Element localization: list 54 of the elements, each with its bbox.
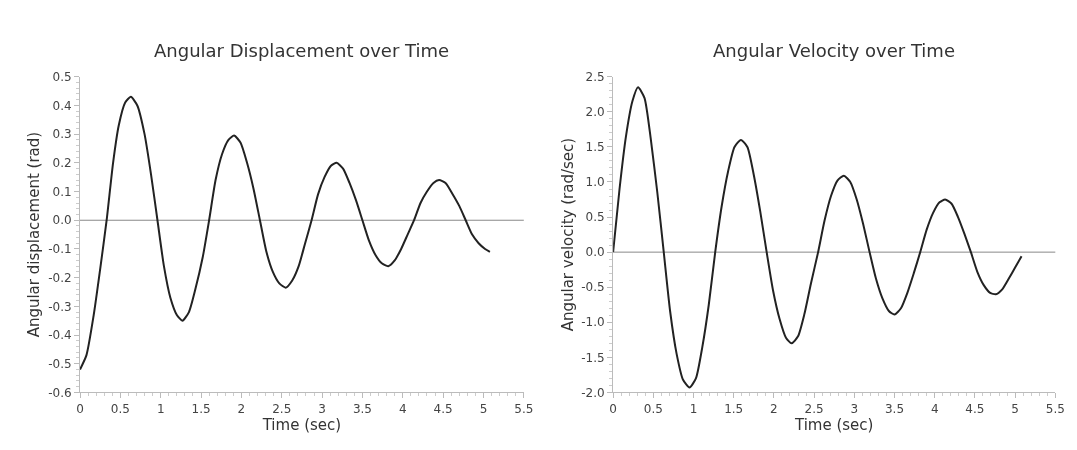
x-tick-label: 4 [930,401,939,416]
y-tick-label: 0.4 [52,98,72,113]
x-tick-label: 2 [770,401,778,416]
y-tick-label: 0.0 [585,245,605,260]
x-tick-label: 4 [398,401,407,416]
y-tick-label: 0.5 [585,210,605,225]
x-tick-label: 5 [1011,401,1019,416]
y-tick-label: -0.3 [48,299,72,314]
x-tick-label: 2.5 [272,401,292,416]
line-series [613,86,1023,389]
y-tick-label: 0.1 [52,184,72,199]
y-tick-label: 1.0 [585,175,605,190]
y-tick-label: 2.0 [585,105,605,120]
x-tick-label: 4.5 [965,401,985,416]
x-tick-label: 0.5 [643,401,663,416]
y-tick-label: -0.5 [581,280,605,295]
y-tick-label: 1.5 [585,140,605,155]
x-tick-label: 4.5 [433,401,453,416]
x-tick-label: 3.5 [884,401,905,416]
chart-title: Angular Velocity over Time [713,40,955,61]
y-axis-title: Angular displacement (rad) [25,131,44,338]
y-tick-label: -0.1 [48,242,72,257]
x-tick-label: 3.5 [352,401,372,416]
chart-title: Angular Displacement over Time [154,40,450,61]
line-series [80,95,491,371]
y-tick-label: -1.0 [581,315,605,330]
y-tick-label: 0.3 [52,127,72,142]
x-tick-label: 1.5 [191,401,211,416]
x-tick-label: 2 [237,401,246,416]
y-tick-label: -0.5 [48,356,72,371]
x-axis-title: Time (sec) [793,415,874,434]
y-tick-label: 2.5 [585,69,605,84]
x-tick-label: 1 [156,401,165,416]
y-tick-label: 0.2 [52,156,72,171]
x-tick-label: 5.5 [1045,401,1065,416]
y-tick-label: 0.5 [52,69,72,84]
x-tick-label: 1 [689,401,698,416]
x-tick-label: 5.5 [514,401,534,416]
x-tick-label: 1.5 [724,401,744,416]
x-tick-label: 2.5 [804,401,824,416]
x-axis-title: Time (sec) [261,415,342,434]
y-tick-label: -2.0 [581,385,605,400]
x-tick-label: 0 [76,401,84,416]
x-tick-label: 3 [318,401,326,416]
y-tick-label: -1.5 [581,350,605,365]
y-tick-label: -0.4 [48,328,72,343]
x-tick-label: 5 [479,401,488,416]
y-axis-title: Angular velocity (rad/sec) [558,137,577,332]
y-tick-label: -0.2 [48,270,72,285]
x-tick-label: 3 [850,401,859,416]
y-tick-label: 0.0 [52,213,72,228]
x-tick-label: 0 [609,401,617,416]
x-tick-label: 0.5 [110,401,130,416]
y-tick-label: -0.6 [48,385,72,400]
